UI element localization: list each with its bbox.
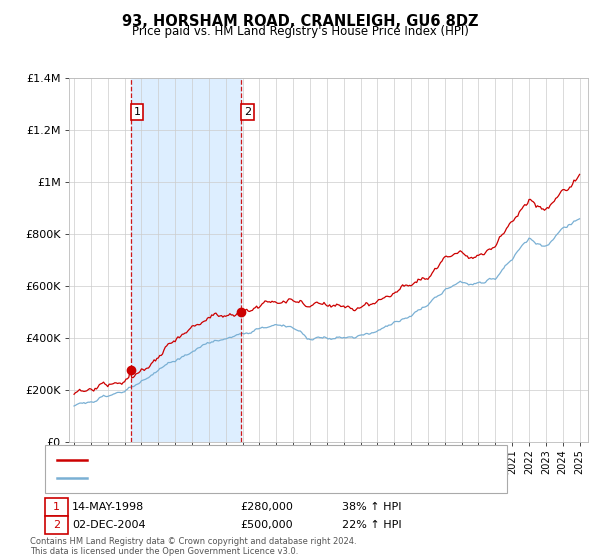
Bar xyxy=(131,78,241,442)
Text: Price paid vs. HM Land Registry's House Price Index (HPI): Price paid vs. HM Land Registry's House … xyxy=(131,25,469,38)
Text: 14-MAY-1998: 14-MAY-1998 xyxy=(72,502,144,512)
Text: 2: 2 xyxy=(244,107,251,117)
Text: 93, HORSHAM ROAD, CRANLEIGH, GU6 8DZ: 93, HORSHAM ROAD, CRANLEIGH, GU6 8DZ xyxy=(122,14,478,29)
Text: 1: 1 xyxy=(53,502,60,512)
Text: Contains HM Land Registry data © Crown copyright and database right 2024.: Contains HM Land Registry data © Crown c… xyxy=(30,537,356,546)
Text: 02-DEC-2004: 02-DEC-2004 xyxy=(72,520,146,530)
Text: 2: 2 xyxy=(53,520,60,530)
Text: This data is licensed under the Open Government Licence v3.0.: This data is licensed under the Open Gov… xyxy=(30,547,298,556)
Text: 38% ↑ HPI: 38% ↑ HPI xyxy=(342,502,401,512)
Text: 93, HORSHAM ROAD, CRANLEIGH, GU6 8DZ (detached house): 93, HORSHAM ROAD, CRANLEIGH, GU6 8DZ (de… xyxy=(93,455,415,465)
Text: HPI: Average price, detached house, Waverley: HPI: Average price, detached house, Wave… xyxy=(93,473,334,483)
Text: £500,000: £500,000 xyxy=(240,520,293,530)
Text: 22% ↑ HPI: 22% ↑ HPI xyxy=(342,520,401,530)
Text: £280,000: £280,000 xyxy=(240,502,293,512)
Text: 1: 1 xyxy=(133,107,140,117)
